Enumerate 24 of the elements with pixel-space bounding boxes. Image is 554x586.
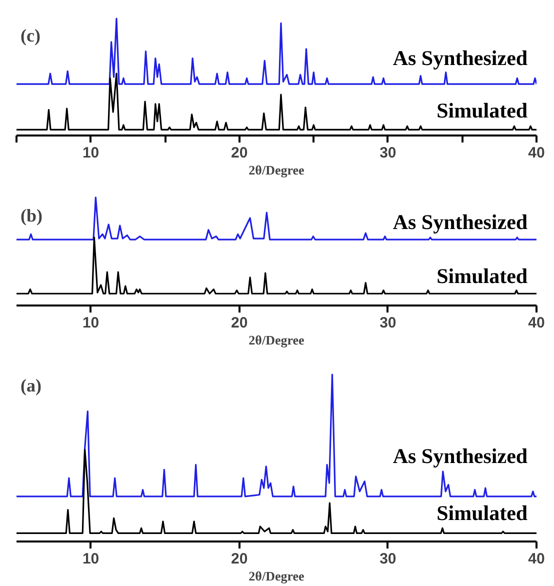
x-axis-title: 2θ/Degree (248, 568, 305, 584)
x-tick-label: 30 (380, 314, 396, 332)
x-tick-label: 40 (528, 550, 545, 568)
text: (b) (20, 206, 43, 226)
series-label: Simulated (436, 500, 528, 525)
series-label: As Synthesized (392, 46, 528, 70)
chart-title: (a) (20, 376, 42, 396)
series-label: Simulated (436, 98, 528, 123)
x-axis-title: 2θ/Degree (248, 162, 305, 178)
chart-title: (c) (20, 26, 40, 46)
series-label: As Synthesized (392, 210, 528, 234)
x-tick-label: 30 (380, 550, 396, 568)
x-tick-label: 20 (231, 314, 248, 332)
x-tick-label: 20 (231, 550, 248, 568)
x-tick-label: 10 (82, 144, 100, 162)
series-label: As Synthesized (392, 444, 528, 468)
x-tick-label: 40 (528, 314, 545, 332)
x-axis-title: 2θ/Degree (248, 332, 305, 348)
x-tick-label: 30 (380, 144, 396, 162)
x-tick-label: 20 (231, 144, 248, 162)
series-label: Simulated (436, 264, 528, 288)
x-tick-label: 10 (82, 550, 100, 568)
x-tick-label: 40 (528, 144, 545, 162)
x-tick-label: 10 (82, 314, 100, 332)
